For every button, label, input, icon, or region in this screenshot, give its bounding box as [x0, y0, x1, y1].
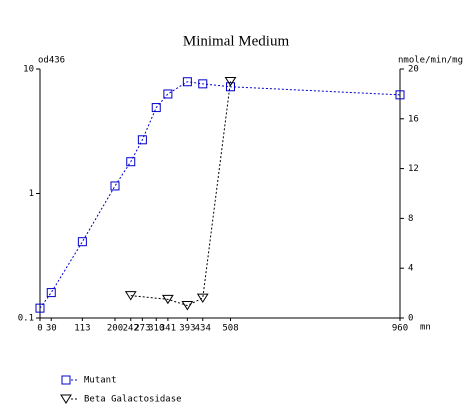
data-point [124, 291, 137, 301]
data-point [126, 157, 136, 167]
y-tick-label: 10 [23, 65, 34, 75]
y2-axis-label: nmole/min/mg [398, 56, 463, 66]
data-point [224, 76, 237, 87]
series-line [130, 81, 231, 307]
chart-title: Minimal Medium [183, 33, 290, 49]
data-point [226, 82, 235, 92]
x-tick-label: 273 [134, 324, 150, 334]
y2-tick-label: 20 [408, 65, 419, 75]
data-point [151, 103, 161, 113]
x-tick-label: 0 [37, 324, 42, 334]
x-tick-label: 113 [74, 324, 90, 334]
series-line [39, 81, 401, 309]
data-point [163, 89, 173, 99]
x-tick-label: 393 [179, 324, 195, 334]
x-tick-label: 434 [195, 324, 211, 334]
x-tick-label: 960 [392, 324, 408, 334]
x-tick-label: 200 [107, 324, 123, 334]
data-point [161, 294, 174, 305]
y2-tick-label: 12 [408, 164, 419, 174]
data-point [196, 293, 209, 304]
y2-tick-label: 4 [408, 264, 413, 274]
x-tick-label: 341 [160, 324, 176, 334]
data-point [110, 181, 120, 191]
y-tick-label: 0.1 [18, 314, 34, 324]
data-point [181, 301, 194, 311]
x-tick-label: 310 [148, 324, 164, 334]
data-point [137, 135, 147, 145]
data-point [35, 303, 45, 313]
x-tick-label: 30 [46, 324, 57, 334]
x-axis-label: mn [420, 323, 431, 333]
legend-marker [60, 394, 72, 404]
legend-label: Beta Galactosidase [84, 395, 182, 405]
x-tick-label: 242 [123, 324, 139, 334]
y2-tick-label: 16 [408, 114, 419, 124]
y-tick-label: 1 [29, 189, 34, 199]
data-point [182, 77, 192, 87]
x-tick-label: 508 [222, 324, 238, 334]
data-point [198, 79, 208, 89]
data-point [46, 288, 56, 298]
data-point [395, 90, 405, 100]
y-axis-label: od436 [38, 56, 65, 66]
data-point [77, 237, 87, 247]
y2-tick-label: 0 [408, 314, 413, 324]
y2-tick-label: 8 [408, 214, 413, 224]
legend-marker [61, 375, 71, 385]
legend-label: Mutant [84, 376, 117, 386]
